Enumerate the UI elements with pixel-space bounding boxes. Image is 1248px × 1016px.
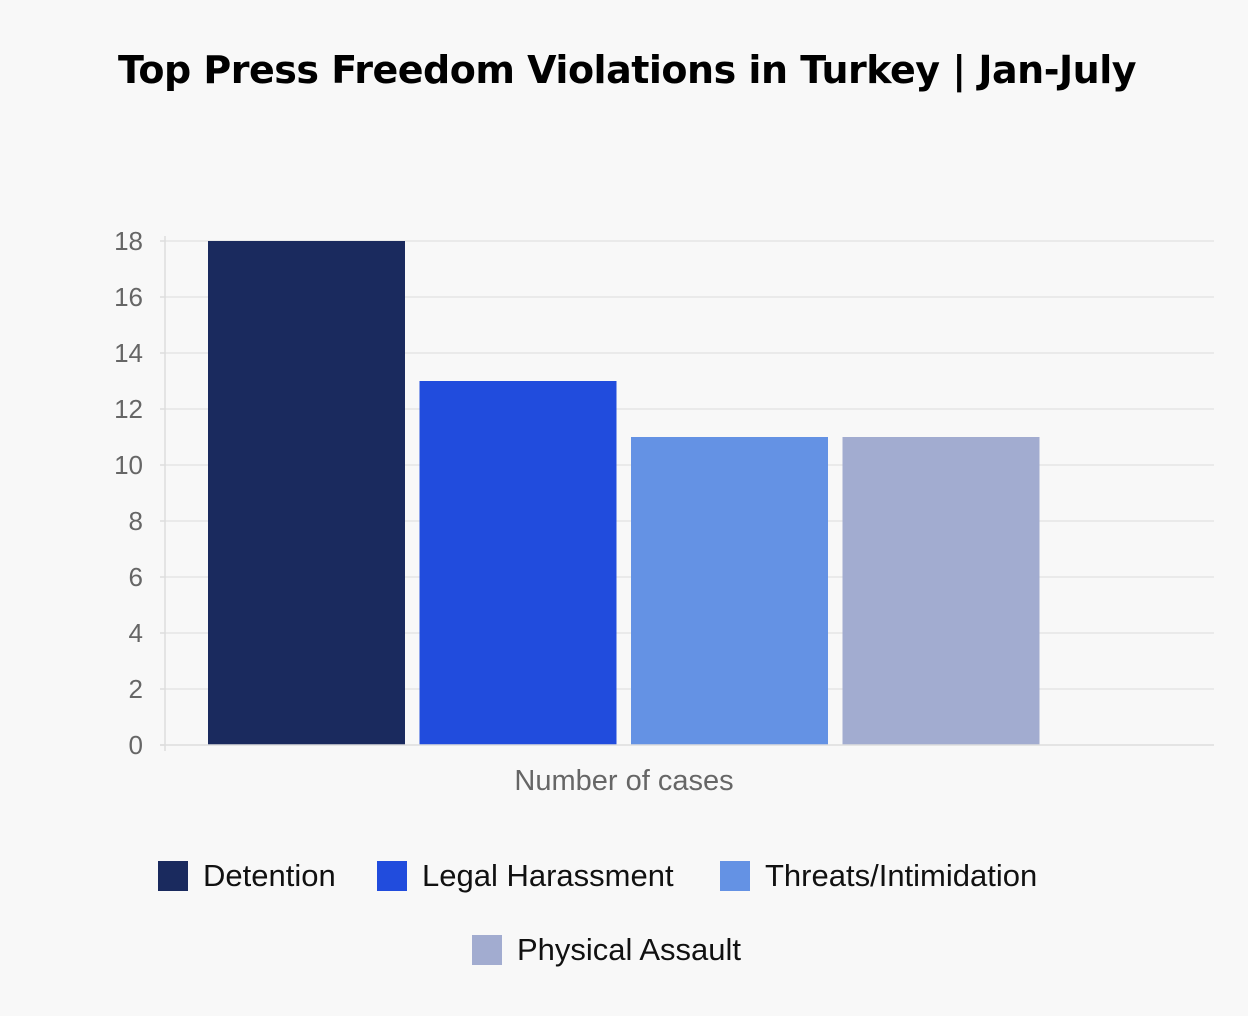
y-tick-label-18: 18	[114, 226, 143, 256]
bar-physical-assault[interactable]	[842, 437, 1040, 745]
y-tick-label-14: 14	[114, 338, 143, 368]
legend-label-legal-harassment: Legal Harassment	[422, 858, 674, 893]
bar-detention[interactable]	[208, 241, 405, 745]
y-tick-label-8: 8	[129, 506, 143, 536]
y-tick-label-16: 16	[114, 282, 143, 312]
y-axis-ticks: 0 2 4 6 8 10 12 14 16 18	[114, 226, 165, 760]
y-tick-label-10: 10	[114, 450, 143, 480]
legend-swatch-detention	[158, 861, 188, 891]
legend-item-physical-assault[interactable]: Physical Assault	[472, 932, 741, 968]
axes	[160, 236, 1214, 751]
bar-legal-harassment[interactable]	[419, 381, 617, 745]
legend-item-legal-harassment[interactable]: Legal Harassment	[377, 858, 674, 894]
chart-title: Top Press Freedom Violations in Turkey |…	[118, 48, 1137, 92]
legend-swatch-threats-intimidation	[720, 861, 750, 891]
legend-item-threats-intimidation[interactable]: Threats/Intimidation	[720, 858, 1037, 894]
legend-label-threats-intimidation: Threats/Intimidation	[765, 858, 1038, 893]
legend-label-detention: Detention	[203, 858, 336, 893]
y-tick-label-0: 0	[129, 730, 143, 760]
y-tick-label-6: 6	[129, 562, 143, 592]
legend-swatch-physical-assault	[472, 935, 502, 965]
x-axis-label: Number of cases	[514, 765, 733, 797]
legend-label-physical-assault: Physical Assault	[517, 932, 741, 967]
y-tick-label-12: 12	[114, 394, 143, 424]
y-tick-label-4: 4	[129, 618, 143, 648]
bar-threats-intimidation[interactable]	[631, 437, 828, 745]
legend-swatch-legal-harassment	[377, 861, 407, 891]
legend-item-detention[interactable]: Detention	[158, 858, 336, 894]
y-tick-label-2: 2	[129, 674, 143, 704]
bars	[208, 241, 1040, 745]
